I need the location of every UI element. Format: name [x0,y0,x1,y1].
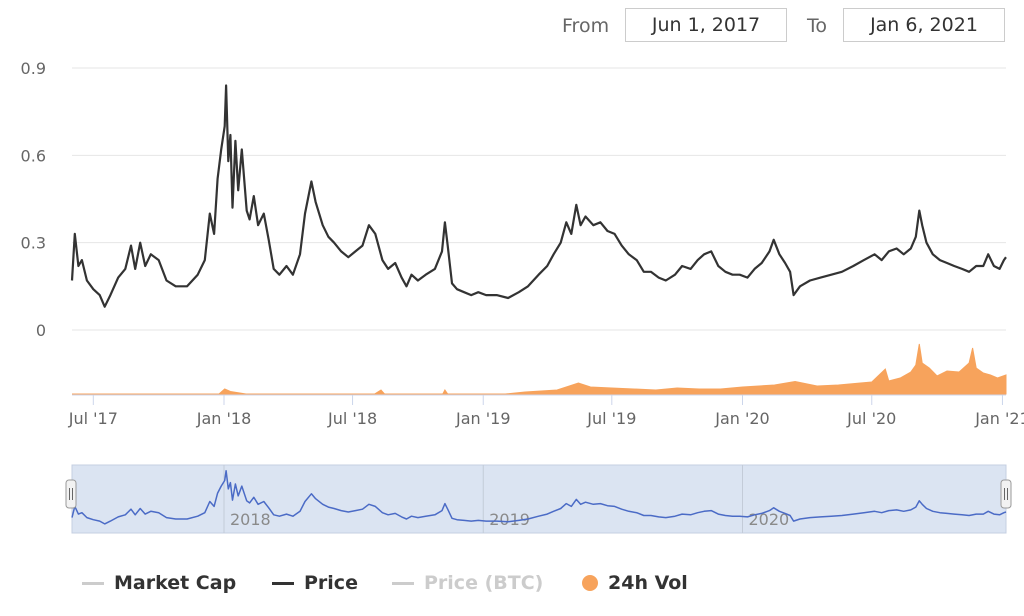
legend: Market Cap Price Price (BTC) 24h Vol [0,568,1024,598]
y-tick-label: 0.3 [21,234,46,253]
legend-item[interactable]: 24h Vol [582,568,688,598]
y-tick-label: 0 [36,321,46,340]
legend-label: Price [304,572,358,594]
navigator-right-handle[interactable] [1000,479,1012,509]
legend-line-icon [82,581,104,585]
navigator-year-label: 2018 [230,510,271,529]
legend-item[interactable]: Market Cap [82,568,236,598]
legend-label: Market Cap [114,572,237,594]
navigator-year-label: 2019 [489,510,530,529]
from-date-input[interactable]: Jun 1, 2017 [625,8,787,42]
legend-label: 24h Vol [608,572,688,594]
x-tick-label: Jul '20 [846,409,896,428]
x-tick-label: Jan '21 [974,409,1024,428]
x-tick-label: Jan '20 [714,409,770,428]
legend-dot-icon [582,575,598,591]
date-range-selector: From Jun 1, 2017 To Jan 6, 2021 [0,8,1024,46]
legend-line-icon [392,581,414,585]
volume-series [72,343,1007,395]
legend-label: Price (BTC) [424,572,544,594]
legend-item[interactable]: Price [272,568,358,598]
legend-line-icon [272,581,294,585]
navigator-selection[interactable] [71,464,1007,534]
price-chart: 00.30.60.9 Jul '17 Jan '18 Jul '18 Jan '19 J… [21,59,1024,534]
from-label: From [562,15,610,37]
to-label: To [807,15,828,37]
x-tick-label: Jul '19 [586,409,636,428]
grid-lines [72,67,1006,331]
x-axis-labels: Jul '17 Jan '18 Jul '18 Jan '19 Jul '19 Jan '… [68,395,1024,428]
navigator[interactable]: 2018 2019 2020 [65,464,1012,534]
y-tick-label: 0.6 [21,146,46,165]
y-axis-labels: 0 0.3 0.6 0.9 [21,59,46,340]
navigator-line [71,469,1007,525]
x-tick-label: Jul '18 [327,409,377,428]
navigator-left-handle[interactable] [65,479,77,509]
volume-area [72,343,1007,395]
x-tick-label: Jul '17 [68,409,118,428]
y-tick-label: 0.9 [21,59,46,78]
legend-item[interactable]: Price (BTC) [392,568,543,598]
x-tick-label: Jan '19 [455,409,511,428]
price-series-line [70,84,1007,308]
to-date-input[interactable]: Jan 6, 2021 [843,8,1005,42]
x-tick-label: Jan '18 [196,409,252,428]
